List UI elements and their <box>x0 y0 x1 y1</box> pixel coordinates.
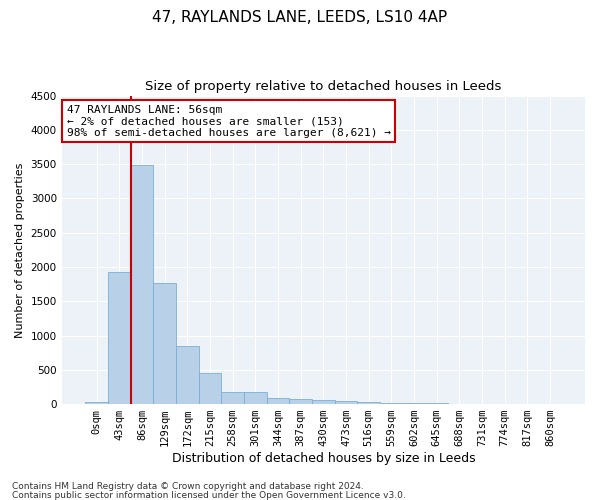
Bar <box>244 392 266 404</box>
Bar <box>403 403 425 404</box>
Bar <box>154 284 176 404</box>
Y-axis label: Number of detached properties: Number of detached properties <box>15 162 25 338</box>
Bar <box>199 373 221 404</box>
X-axis label: Distribution of detached houses by size in Leeds: Distribution of detached houses by size … <box>172 452 475 465</box>
Text: 47 RAYLANDS LANE: 56sqm
← 2% of detached houses are smaller (153)
98% of semi-de: 47 RAYLANDS LANE: 56sqm ← 2% of detached… <box>67 105 391 138</box>
Bar <box>131 166 154 404</box>
Bar <box>85 402 108 404</box>
Text: 47, RAYLANDS LANE, LEEDS, LS10 4AP: 47, RAYLANDS LANE, LEEDS, LS10 4AP <box>152 10 448 25</box>
Bar <box>176 346 199 404</box>
Bar <box>358 402 380 404</box>
Bar <box>289 398 312 404</box>
Text: Contains HM Land Registry data © Crown copyright and database right 2024.: Contains HM Land Registry data © Crown c… <box>12 482 364 491</box>
Bar <box>221 392 244 404</box>
Title: Size of property relative to detached houses in Leeds: Size of property relative to detached ho… <box>145 80 502 93</box>
Bar <box>312 400 335 404</box>
Bar <box>380 402 403 404</box>
Bar <box>108 272 131 404</box>
Bar <box>335 401 358 404</box>
Bar <box>266 398 289 404</box>
Text: Contains public sector information licensed under the Open Government Licence v3: Contains public sector information licen… <box>12 490 406 500</box>
